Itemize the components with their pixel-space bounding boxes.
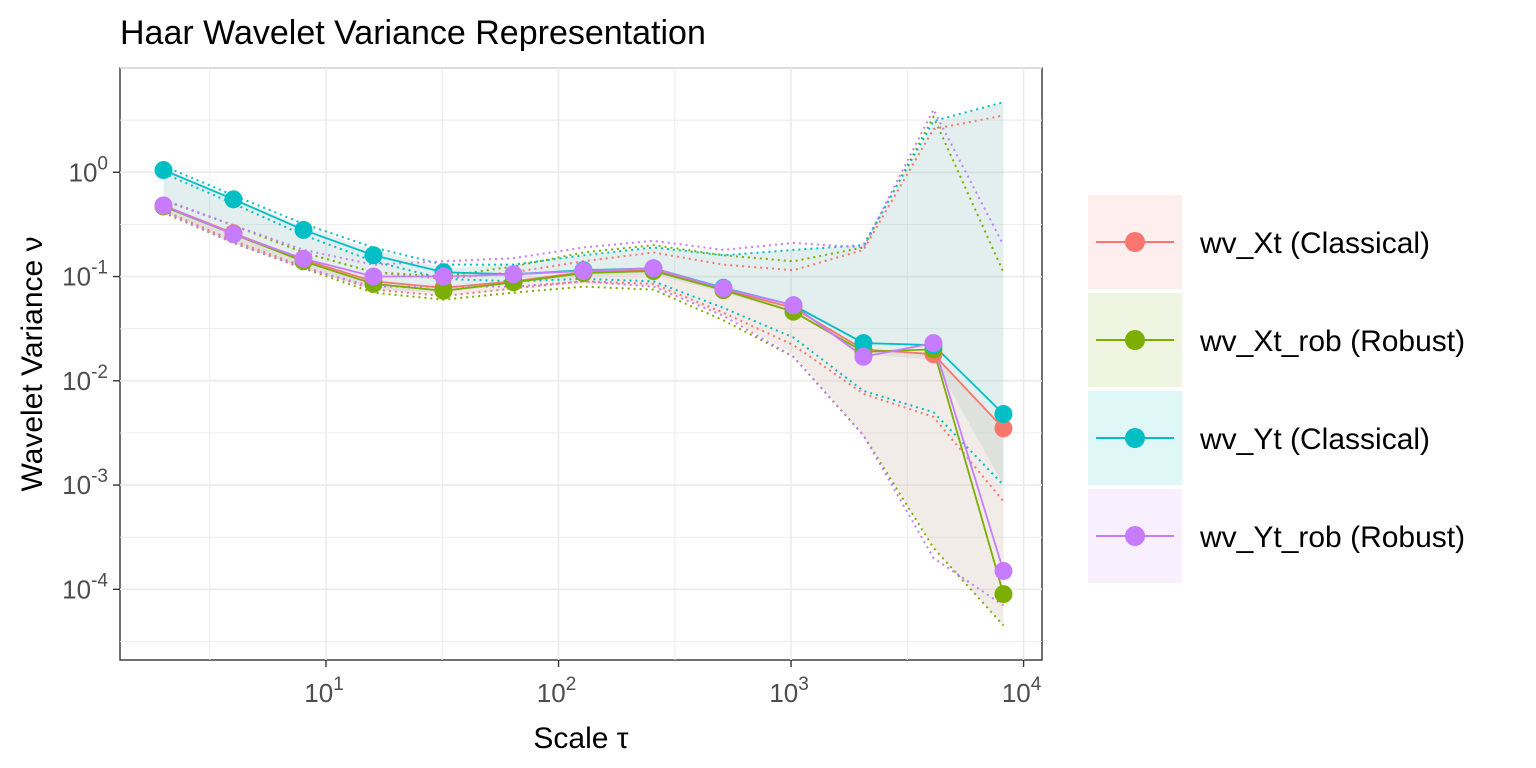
- data-point: [714, 279, 733, 298]
- legend-key-point: [1125, 330, 1145, 350]
- legend-key-point: [1125, 428, 1145, 448]
- data-point: [994, 419, 1013, 438]
- y-tick-label: 10-4: [62, 570, 108, 604]
- x-tick-label: 104: [1002, 674, 1042, 708]
- plot-panel: [119, 67, 1043, 661]
- legend-label: wv_Xt_rob (Robust): [1199, 325, 1465, 358]
- data-point: [294, 220, 313, 239]
- chart-title: Haar Wavelet Variance Representation: [120, 14, 706, 52]
- data-point: [854, 347, 873, 366]
- legend-label: wv_Yt_rob (Robust): [1199, 521, 1465, 554]
- series-points: [154, 161, 1013, 604]
- y-tick-label: 10-3: [62, 466, 108, 500]
- data-point: [504, 265, 523, 284]
- data-point: [434, 281, 453, 300]
- y-axis-ticks: 100 10-1 10-2 10-3 10-4: [62, 153, 120, 604]
- grid-lines: [120, 67, 1042, 660]
- data-point: [854, 334, 873, 353]
- data-point: [574, 261, 593, 280]
- confidence-band: [163, 102, 1004, 486]
- data-point: [994, 405, 1013, 424]
- x-axis-ticks: 101 102 103 104: [304, 660, 1042, 708]
- y-axis-label: Wavelet Variance ν: [16, 236, 49, 491]
- x-tick-label: 103: [769, 674, 809, 708]
- legend-label: wv_Yt (Classical): [1199, 423, 1430, 456]
- data-point: [434, 267, 453, 286]
- legend-label: wv_Xt (Classical): [1199, 227, 1430, 260]
- data-point: [994, 585, 1013, 604]
- y-tick-label: 100: [69, 153, 109, 187]
- y-tick-label: 10-1: [62, 258, 108, 292]
- data-point: [154, 161, 173, 180]
- data-point: [294, 249, 313, 268]
- data-point: [364, 246, 383, 265]
- data-point: [924, 334, 943, 353]
- data-point: [644, 259, 663, 278]
- y-tick-label: 10-2: [62, 362, 108, 396]
- legend-key-point: [1125, 526, 1145, 546]
- legend: wv_Xt (Classical) wv_Xt_rob (Robust) wv_Yt…: [1088, 195, 1465, 583]
- x-tick-label: 102: [537, 674, 577, 708]
- x-tick-label: 101: [304, 674, 344, 708]
- data-point: [784, 296, 803, 315]
- legend-key-point: [1125, 232, 1145, 252]
- data-point: [994, 561, 1013, 580]
- data-point: [154, 196, 173, 215]
- x-axis-label: Scale τ: [533, 722, 628, 755]
- data-point: [224, 190, 243, 209]
- data-point: [224, 225, 243, 244]
- data-point: [364, 267, 383, 286]
